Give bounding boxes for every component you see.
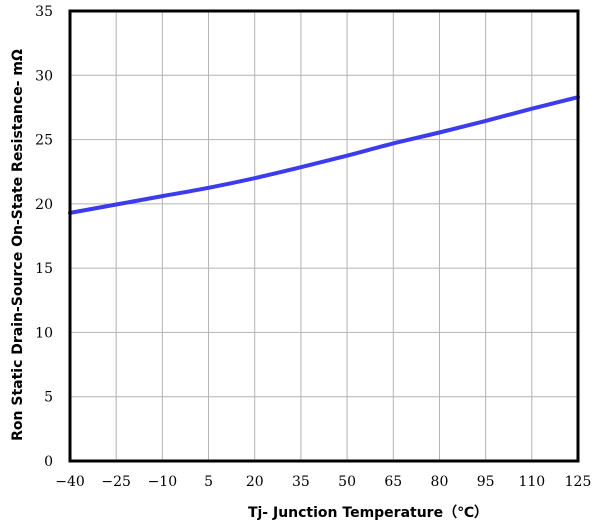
- series-layer: [68, 95, 580, 215]
- x-tick-label: −10: [148, 474, 178, 490]
- x-tick-label: 65: [384, 474, 402, 490]
- plot-frame: [68, 9, 580, 463]
- x-tick-label: 110: [518, 474, 545, 490]
- x-tick-label: −40: [55, 474, 85, 490]
- y-tick-label: 20: [35, 197, 53, 213]
- x-tick-label: 20: [246, 474, 264, 490]
- series-line: [68, 95, 580, 215]
- y-tick-label: 15: [35, 261, 53, 277]
- grid-lines: [70, 11, 578, 461]
- x-tick-label: 50: [338, 474, 356, 490]
- y-tick-label: 10: [35, 325, 53, 341]
- x-axis-label: Tj- Junction Temperature（℃）: [248, 505, 488, 521]
- x-tick-label: −25: [101, 474, 131, 490]
- x-tick-labels: −40 −25 −10 5 20 35 50 65 80 95 110 125: [55, 474, 591, 490]
- x-tick-label: 5: [204, 474, 213, 490]
- y-tick-label: 30: [35, 68, 53, 84]
- x-tick-label: 35: [292, 474, 310, 490]
- x-tick-label: 80: [431, 474, 449, 490]
- x-tick-label: 95: [477, 474, 495, 490]
- y-tick-labels: 0 5 10 15 20 25 30 35: [35, 4, 53, 470]
- y-tick-label: 35: [35, 4, 53, 20]
- y-tick-label: 5: [44, 390, 53, 406]
- y-tick-label: 25: [35, 133, 53, 149]
- y-axis-label: Ron Static Drain-Source On-State Resista…: [10, 49, 26, 441]
- y-tick-label: 0: [44, 454, 53, 470]
- x-tick-label: 125: [565, 474, 592, 490]
